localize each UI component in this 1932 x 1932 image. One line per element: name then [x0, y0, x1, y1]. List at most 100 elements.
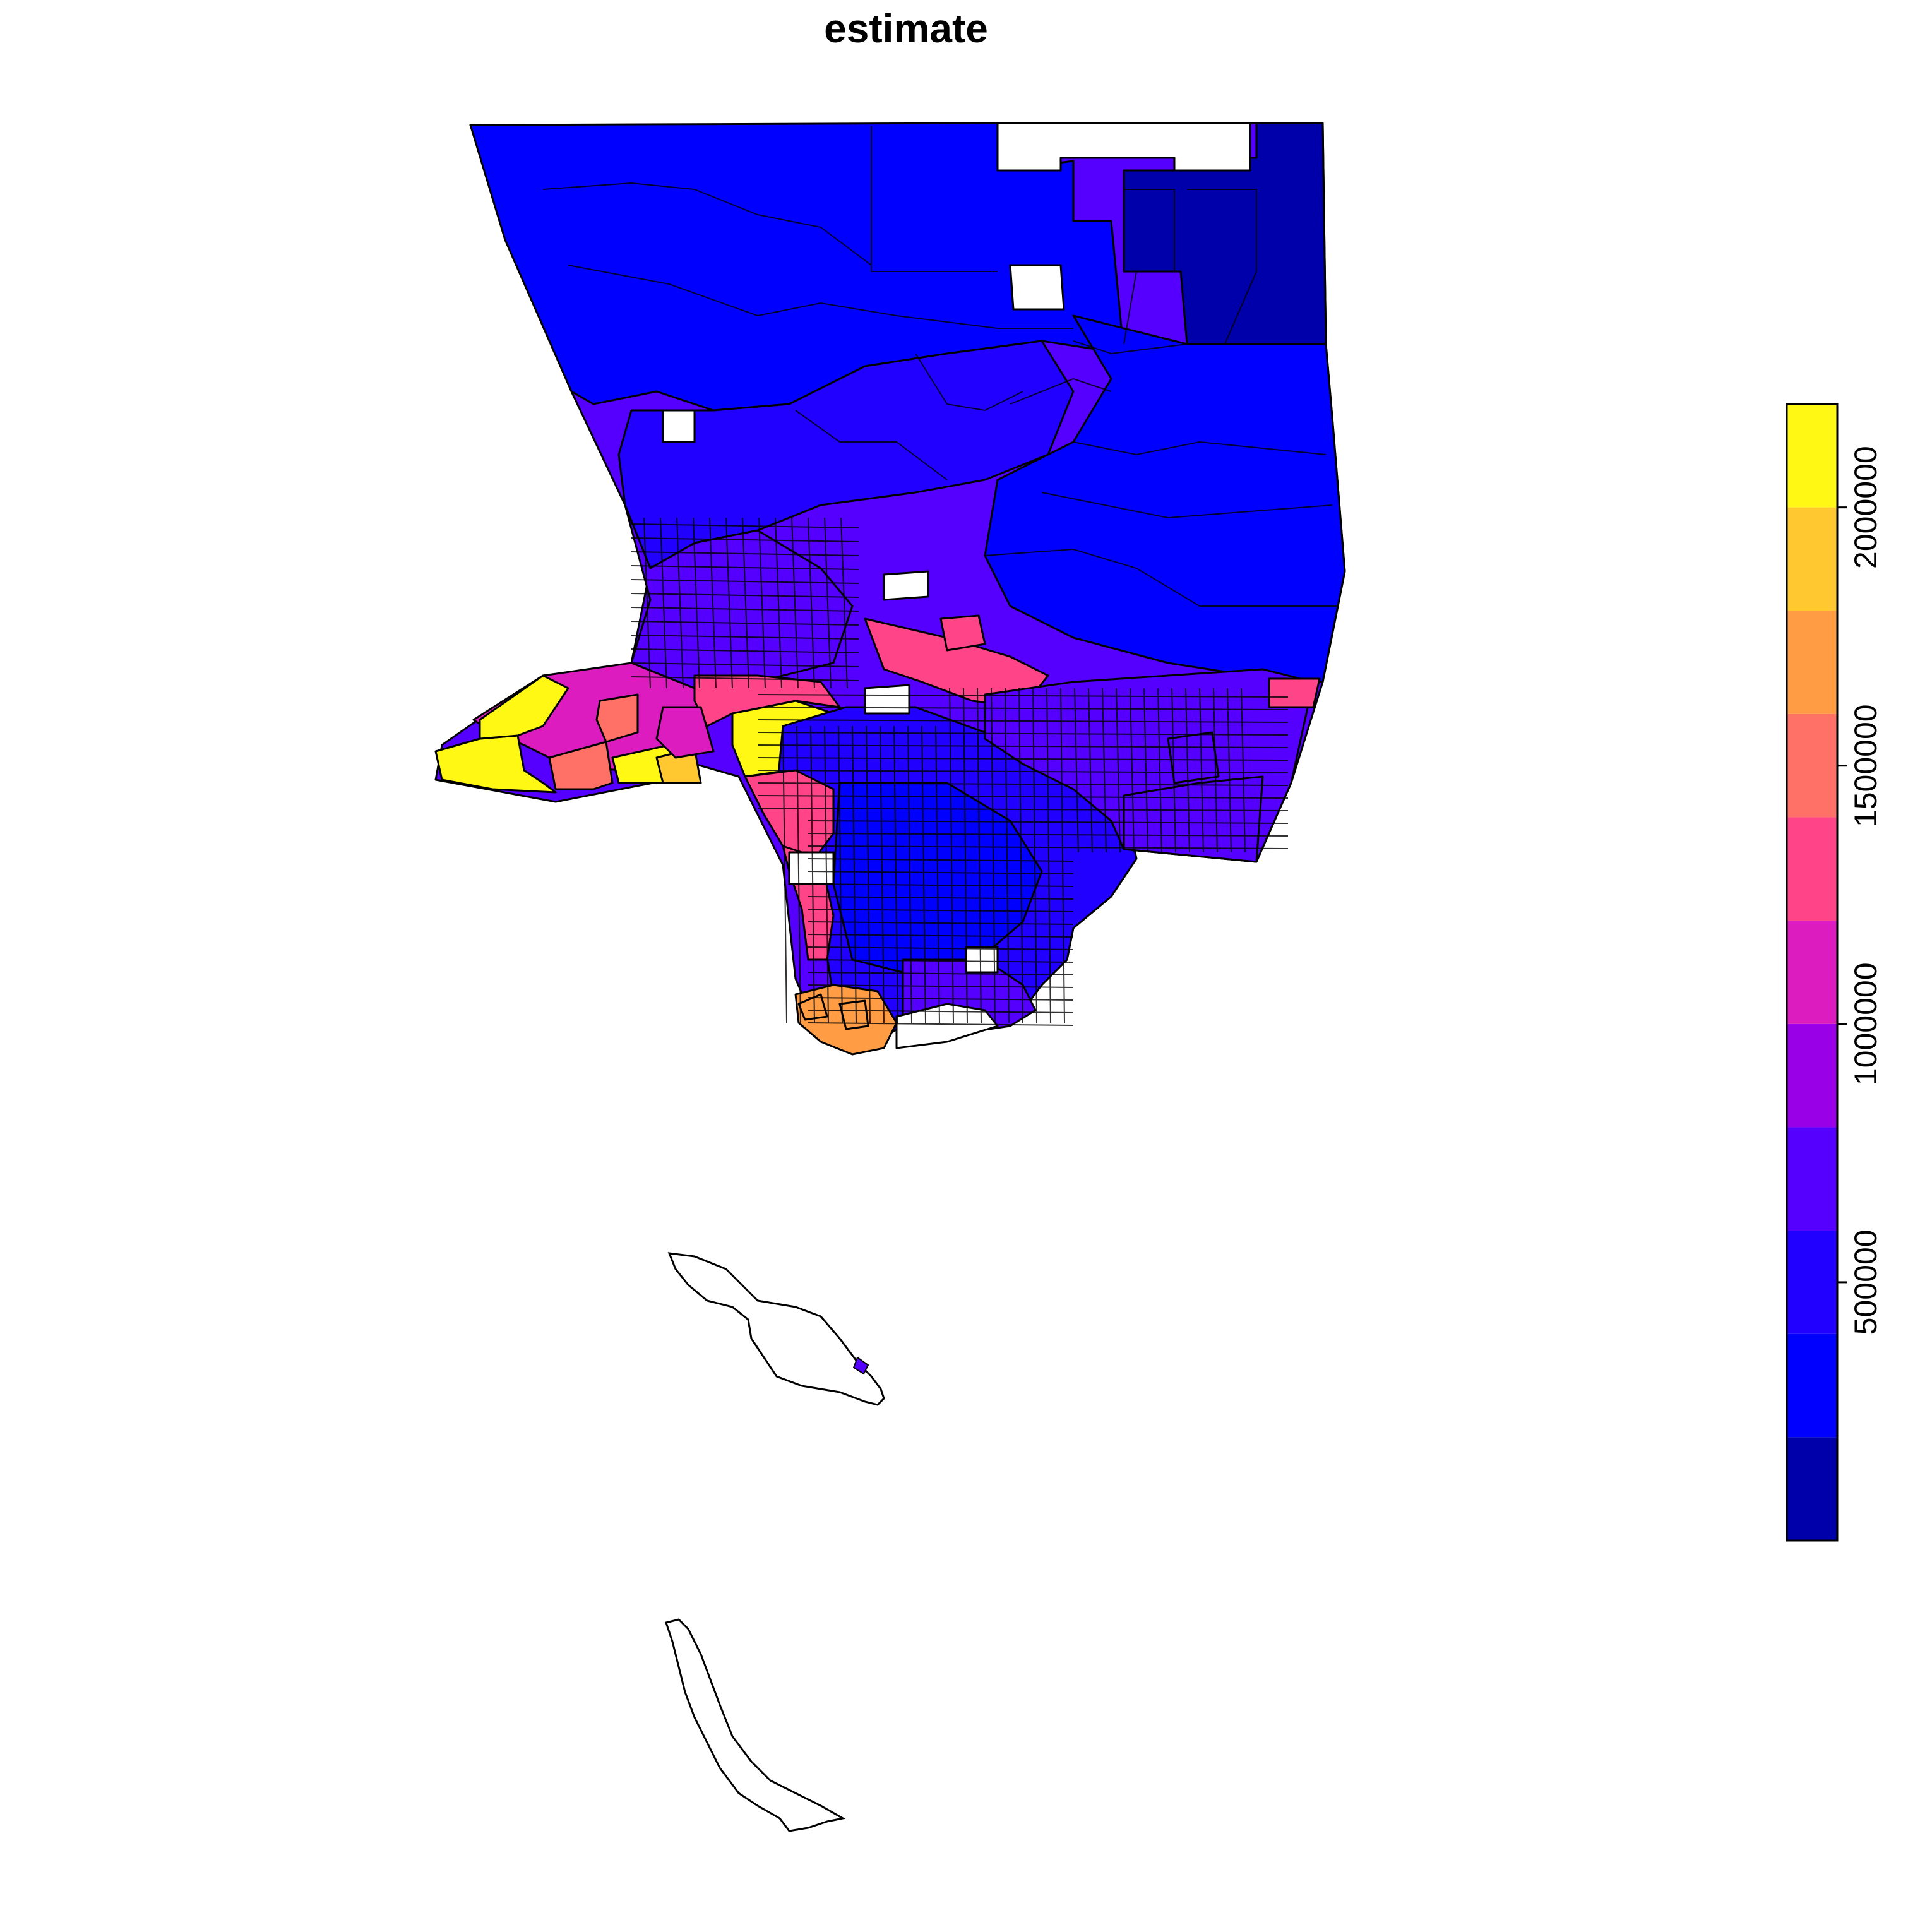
tract-line: [1187, 189, 1257, 345]
region-white-gap-4: [662, 409, 696, 443]
tract-line: [840, 517, 848, 689]
tract-line: [693, 517, 700, 689]
region-nodata-north: [996, 122, 1251, 172]
legend-color-band: [1787, 404, 1837, 508]
region-white-gap-5: [883, 570, 929, 601]
legend-color-band: [1787, 817, 1837, 921]
tract-line: [808, 934, 1074, 938]
tract-line: [991, 688, 996, 1023]
region-canyons-purple: [655, 706, 715, 759]
legend-frame: [1786, 403, 1839, 1542]
tract-line: [1143, 688, 1148, 853]
tract-line: [643, 517, 651, 689]
legend-color-band: [1787, 1437, 1837, 1541]
tract-line: [977, 688, 982, 1023]
tract-line: [1227, 688, 1232, 853]
tract-line: [1010, 378, 1112, 405]
tract-line: [631, 523, 859, 528]
legend-color-band: [1787, 1333, 1837, 1438]
legend-tick-label: 2000000: [1848, 446, 1883, 569]
tract-line: [660, 517, 667, 689]
legend-tick-label: 500000: [1848, 1229, 1883, 1335]
tract-line: [1241, 688, 1246, 853]
region-white-gap-1: [864, 684, 910, 715]
tract-line: [1041, 492, 1333, 519]
tract-line: [984, 548, 1339, 607]
tract-line: [725, 517, 733, 689]
legend-color-band: [1787, 1023, 1837, 1128]
tract-line: [808, 858, 1074, 862]
tract-line: [676, 517, 684, 689]
region-la-canada: [939, 614, 986, 652]
tract-line: [1046, 688, 1051, 1023]
tract-line: [631, 621, 859, 626]
tract-line: [808, 845, 1289, 849]
tract-line: [542, 182, 872, 266]
tract-line: [1073, 340, 1188, 355]
region-diamond-bar: [1268, 677, 1321, 708]
region-pacific-palisades: [548, 741, 614, 790]
tract-line: [631, 648, 859, 653]
tract-line: [1018, 688, 1023, 1023]
tract-line: [1185, 688, 1190, 853]
tract-line: [808, 883, 1074, 887]
tract-line: [808, 959, 1074, 963]
legend-color-band: [1787, 507, 1837, 611]
tract-line: [796, 725, 801, 1023]
tract-line: [808, 896, 1074, 900]
tract-line: [757, 744, 1289, 748]
tract-line: [1005, 688, 1010, 1023]
tract-line: [1060, 688, 1065, 1023]
tract-line: [808, 946, 1074, 950]
tract-line: [757, 732, 1289, 736]
tract-line: [808, 997, 1074, 1001]
tract-line: [795, 410, 948, 480]
tract-line: [1116, 688, 1121, 853]
tract-line: [963, 688, 968, 1023]
tract-line: [808, 833, 1289, 837]
tract-line: [808, 909, 1074, 912]
tract-line: [709, 517, 717, 689]
tract-line: [631, 537, 859, 542]
tract-line: [758, 517, 766, 689]
tract-line: [631, 565, 859, 570]
tract-line: [808, 871, 1074, 874]
tract-line: [1032, 688, 1037, 1023]
tract-line: [808, 1010, 1074, 1013]
tract-line: [1102, 688, 1107, 853]
legend-color-band: [1787, 1127, 1837, 1231]
tract-line: [757, 782, 1289, 786]
legend-color-band: [1787, 921, 1837, 1024]
tract-line: [568, 265, 821, 317]
tract-line: [631, 662, 859, 667]
tract-line: [775, 517, 782, 689]
tract-line: [824, 517, 832, 689]
tract-line: [1123, 271, 1181, 345]
tract-line: [757, 795, 1289, 799]
tract-line: [1171, 688, 1176, 853]
tract-line: [838, 725, 843, 1023]
tract-line: [631, 635, 859, 640]
legend-color-band: [1787, 611, 1837, 714]
tract-line: [631, 607, 859, 612]
tract-line: [808, 984, 1074, 988]
tract-line: [1073, 441, 1327, 456]
tract-line: [810, 725, 815, 1023]
tract-line: [757, 757, 1289, 761]
tract-line: [949, 688, 954, 1023]
region-malibu-west: [479, 674, 569, 740]
tract-line: [757, 719, 1289, 723]
region-san-clemente-island: [665, 1618, 846, 1832]
tract-line: [1088, 688, 1093, 853]
legend-color-band: [1787, 1231, 1837, 1334]
region-white-gap-2: [965, 946, 999, 974]
tract-line: [871, 126, 998, 272]
tract-line: [808, 820, 1289, 824]
region-sgv-pink: [1167, 731, 1220, 784]
legend-tick-label: 1000000: [1848, 962, 1883, 1085]
tract-line: [791, 517, 799, 689]
tract-line: [742, 517, 749, 689]
region-nodata-harbor: [895, 1003, 999, 1049]
tract-line: [782, 725, 787, 1023]
